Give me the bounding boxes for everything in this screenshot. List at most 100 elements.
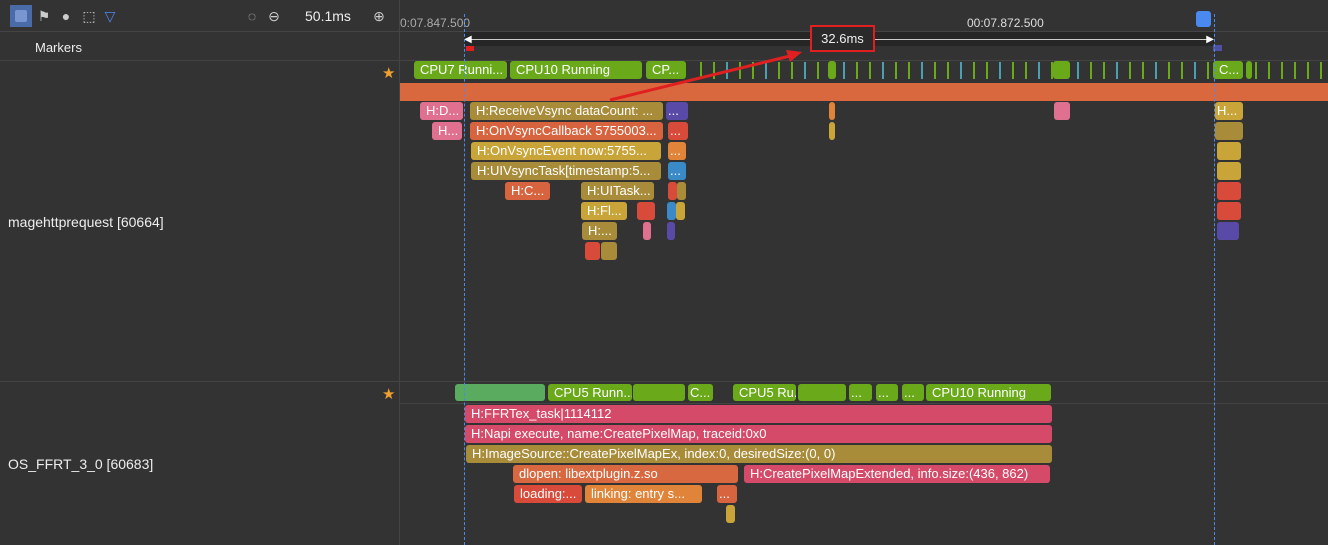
markers-row-header: Markers [0, 32, 400, 60]
trace-slice[interactable]: H:D... [420, 102, 463, 120]
reset-icon[interactable]: ◌ [247, 8, 257, 24]
cpu-state-tick [765, 62, 767, 79]
cpu-state-slice[interactable]: CP... [646, 61, 686, 79]
process-bar[interactable] [400, 83, 1328, 101]
cpu-state-tick [817, 62, 819, 79]
cpu-state-slice[interactable]: ... [849, 384, 872, 401]
zoom-in-icon[interactable]: ⊕ [373, 7, 385, 24]
trace-slice[interactable] [667, 222, 675, 240]
cpu-state-tick [1207, 62, 1209, 79]
cpu-state-tick [960, 62, 962, 79]
trace-slice[interactable]: dlopen: libextplugin.z.so [513, 465, 738, 483]
trace-slice[interactable] [677, 182, 686, 200]
trace-slice[interactable] [829, 122, 835, 140]
cpu-state-slice[interactable] [633, 384, 685, 401]
cpu-state-slice[interactable]: ... [876, 384, 898, 401]
cpu-state-slice[interactable] [1246, 61, 1252, 79]
thread-row-header[interactable]: ★ OS_FFRT_3_0 [60683] [0, 382, 400, 545]
trace-slice[interactable]: H:... [582, 222, 617, 240]
trace-slice[interactable]: H:UITask... [581, 182, 654, 200]
trace-slice[interactable]: H:Napi execute, name:CreatePixelMap, tra… [465, 425, 1052, 443]
trace-slice[interactable]: ... [666, 102, 688, 120]
cpu-state-tick [934, 62, 936, 79]
cpu-state-slice[interactable] [455, 384, 545, 401]
trace-slice[interactable]: H:ReceiveVsync dataCount: ... [470, 102, 663, 120]
marker-flag-end[interactable] [1213, 45, 1222, 51]
trace-slice[interactable] [668, 182, 677, 200]
cpu-state-tick [895, 62, 897, 79]
target-icon[interactable]: ● [61, 8, 71, 24]
trace-slice[interactable]: ... [668, 122, 688, 140]
cpu-state-tick [1116, 62, 1118, 79]
filter-icon[interactable]: ▽ [104, 7, 116, 24]
trace-slice[interactable]: H:CreatePixelMapExtended, info.size:(436… [744, 465, 1050, 483]
marker-flag-start[interactable] [466, 46, 474, 51]
cpu-state-slice[interactable]: ... [902, 384, 924, 401]
cpu-state-slice[interactable] [798, 384, 846, 401]
trace-slice[interactable] [601, 242, 617, 260]
trace-slice[interactable]: H:Fl... [581, 202, 627, 220]
cpu-state-tick [1077, 62, 1079, 79]
trace-slice[interactable]: H:OnVsyncEvent now:5755... [471, 142, 661, 160]
cpu-state-tick [1090, 62, 1092, 79]
screenshot-icon[interactable]: ⬚ [82, 7, 96, 24]
cpu-state-tick [1255, 62, 1257, 79]
ruler-start-label: 0:07.847.500 [400, 16, 471, 30]
trace-slice[interactable] [643, 222, 651, 240]
flag-icon[interactable]: ⚑ [37, 7, 51, 24]
cpu-state-slice[interactable]: CPU5 Ru... [733, 384, 796, 401]
trace-slice[interactable]: ... [668, 142, 686, 160]
cpu-state-slice[interactable]: CPU5 Runn... [548, 384, 632, 401]
trace-slice[interactable] [726, 505, 735, 523]
star-icon[interactable]: ★ [382, 65, 396, 82]
trace-slice[interactable] [667, 202, 676, 220]
trace-slice[interactable] [637, 202, 655, 220]
trace-slice[interactable]: H... [432, 122, 462, 140]
zoom-out-icon[interactable]: ⊖ [268, 7, 280, 24]
arrow-right-icon: ▶ [1206, 34, 1214, 45]
arrow-left-icon: ◀ [464, 34, 472, 45]
trace-slice[interactable]: H:OnVsyncCallback 5755003... [470, 122, 663, 140]
select-icon[interactable] [10, 5, 32, 27]
cpu-state-slice[interactable]: C... [1213, 61, 1243, 79]
trace-slice[interactable]: H:C... [505, 182, 550, 200]
cpu-state-slice[interactable]: CPU7 Runni... [414, 61, 507, 79]
trace-slice[interactable] [676, 202, 685, 220]
star-icon[interactable]: ★ [382, 386, 396, 403]
trace-slice[interactable]: loading:... [514, 485, 582, 503]
cpu-state-tick [1268, 62, 1270, 79]
trace-slice[interactable]: H:ImageSource::CreatePixelMapEx, index:0… [466, 445, 1052, 463]
cpu-state-tick [1307, 62, 1309, 79]
trace-slice[interactable] [1054, 102, 1070, 120]
thread-row-header[interactable]: ★ magehttprequest [60664] [0, 61, 400, 381]
trace-slice[interactable] [1217, 182, 1241, 200]
cpu-state-slice[interactable]: CPU10 Running [510, 61, 642, 79]
trace-slice[interactable]: ... [668, 162, 686, 180]
cpu-state-tick [1281, 62, 1283, 79]
trace-slice[interactable]: H:FFRTex_task|1114112 [465, 405, 1052, 423]
cpu-state-tick [1038, 62, 1040, 79]
trace-slice[interactable]: ... [717, 485, 737, 503]
trace-slice[interactable] [1217, 222, 1239, 240]
zoom-value: 50.1ms [305, 8, 351, 24]
trace-slice[interactable] [1215, 122, 1243, 140]
trace-slice[interactable] [1217, 142, 1241, 160]
cpu-state-slice[interactable] [828, 61, 836, 79]
cpu-state-tick [713, 62, 715, 79]
trace-slice[interactable]: linking: entry s... [585, 485, 702, 503]
ruler-mid-label: 00:07.872.500 [967, 16, 1044, 30]
cpu-state-slice[interactable]: C... [688, 384, 713, 401]
trace-slice[interactable] [829, 102, 835, 120]
thread-name: magehttprequest [60664] [8, 214, 164, 230]
cpu-state-tick [973, 62, 975, 79]
trace-slice[interactable]: H... [1215, 102, 1243, 120]
trace-slice[interactable] [1217, 162, 1241, 180]
bookmark-icon[interactable] [1196, 11, 1211, 27]
trace-slice[interactable] [1217, 202, 1241, 220]
trace-slice[interactable]: H:UIVsyncTask[timestamp:5... [471, 162, 661, 180]
cpu-state-tick [778, 62, 780, 79]
trace-slice[interactable] [585, 242, 600, 260]
cpu-state-tick [1012, 62, 1014, 79]
cpu-state-slice[interactable]: CPU10 Running [926, 384, 1051, 401]
